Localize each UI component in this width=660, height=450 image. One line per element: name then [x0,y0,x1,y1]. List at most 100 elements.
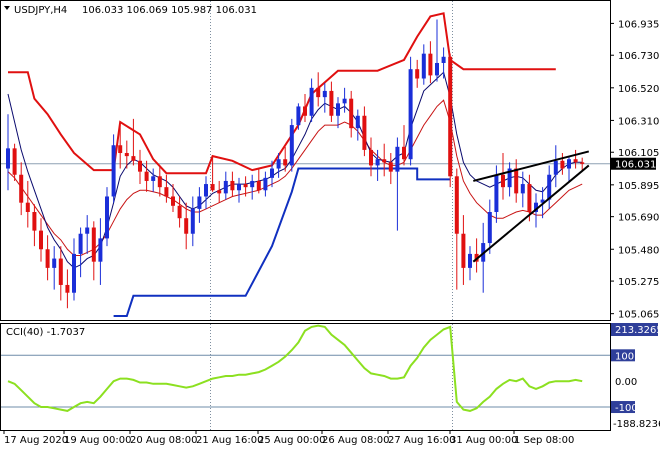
price-tick-label: 106.310 [618,116,659,127]
candle-body [507,168,512,188]
price-axis: 106.935 106.730 106.520 106.310 106.105 105.8… [610,19,659,321]
price-tick-label: 105.895 [618,181,659,192]
candle-body [144,171,149,181]
time-tick-label: 21 Aug 16:00 [196,435,263,446]
candle-body [25,202,30,212]
candle-body [382,159,387,163]
candle-body [421,53,426,79]
candle-body [329,90,334,116]
candle-body [118,145,123,154]
candle-body [85,227,90,234]
candle-body [355,115,360,129]
candle-body [388,162,393,172]
price-tick-label: 106.105 [618,148,659,159]
candle-body [580,162,585,164]
candle-body [514,168,519,194]
candle-body [45,249,50,268]
cci-top-badge [611,323,658,336]
candle-body [65,284,70,293]
candle-body [204,184,208,197]
cci-level-badge [611,349,635,362]
candle-body [441,56,446,63]
fast-moving-average [7,71,583,269]
dropdown-arrow-icon[interactable] [4,6,10,10]
cci-label: CCI(40) -1.7037 [6,327,85,338]
candle-body [520,184,525,194]
time-tick-label: 26 Aug 08:00 [322,435,389,446]
time-tick-label: 31 Aug 00:00 [450,435,517,446]
price-tick-label: 105.065 [618,310,659,321]
cci-line [7,324,583,412]
time-tick-label: 25 Aug 00:00 [258,435,325,446]
cci-level-badge [611,401,635,414]
cci-level-label: 100 [615,351,634,362]
candle-body [270,168,274,178]
cci-top-label: 213.3265 [615,325,660,336]
candle-body [256,180,261,191]
trendlines [472,150,590,263]
candle-body [243,184,248,188]
candle-body [336,103,340,116]
symbol-label: USDJPY,H4 [14,5,67,16]
current-price-badge: 106.031 [611,157,656,171]
candle-body [91,227,96,262]
candle-body [6,148,10,169]
candle-body [105,196,109,239]
time-tick-label: 17 Aug 2020 [4,435,68,446]
candle-body [52,258,57,268]
candle-body [217,190,222,194]
candle-body [527,184,532,212]
price-tick-label: 106.520 [618,84,659,95]
trendline [472,164,590,263]
trendline [473,150,590,182]
ohlc-text: 106.033 106.069 105.987 106.031 [82,5,257,16]
candle-body [190,208,195,234]
candle-body [111,145,116,197]
candle-body [58,258,63,285]
candle-body [138,160,142,172]
candle-body [19,174,24,203]
candle-body [276,159,281,169]
slow-moving-average [7,99,583,256]
candle-body [415,69,420,79]
candle-body [567,159,571,169]
upper-channel-line [8,12,556,175]
main-chart-frame [0,0,611,321]
candle-body [309,87,314,116]
price-tick-label: 106.730 [618,51,659,62]
candle-body [428,53,433,76]
candle-body [98,238,103,262]
candle-body [263,177,268,191]
time-tick-label: 19 Aug 00:00 [64,435,131,446]
candle-body [223,180,228,194]
candle-body [78,233,83,254]
cci-axis: 213.3265 -188.8236 [611,323,660,430]
candle-body [375,159,380,166]
cci-level-label: -100 [615,403,638,414]
cci-level-label: 0.00 [615,377,637,388]
moving-averages [7,71,583,269]
candle-body [547,174,552,200]
candle-body [283,159,288,166]
candle-body [454,176,459,234]
current-price-text: 106.031 [615,160,656,171]
candle-body [197,196,202,209]
candle-body [316,87,321,98]
candle-body [534,202,538,212]
candle-body [573,159,578,163]
price-tick-label: 105.480 [618,245,659,256]
candle-body [402,146,406,160]
candle-body [362,115,367,150]
candle-body [289,125,294,166]
candle-body [303,106,307,116]
candle-body [369,149,373,166]
candle-body [560,160,565,169]
price-tick-label: 105.275 [618,277,659,288]
cci-bottom-label: -188.8236 [613,419,660,430]
current-price-badge-bg [611,157,656,170]
candle-body [349,98,354,129]
candle-body [131,156,136,161]
price-tick-label: 105.690 [618,213,659,224]
